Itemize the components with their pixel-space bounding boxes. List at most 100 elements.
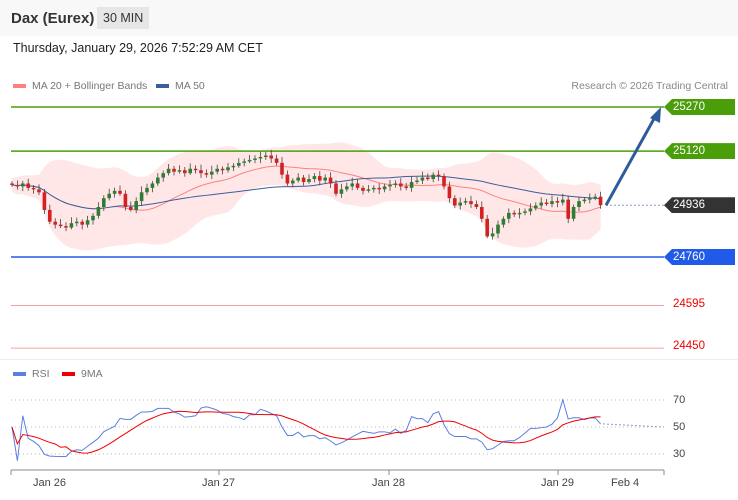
- candle: [296, 177, 300, 181]
- candle: [188, 168, 192, 174]
- candle: [258, 157, 263, 159]
- candle: [307, 179, 311, 182]
- candle: [58, 224, 63, 227]
- candle: [96, 207, 101, 216]
- candle: [588, 198, 592, 200]
- candle: [31, 187, 36, 190]
- candle: [145, 187, 149, 193]
- candle: [291, 180, 295, 184]
- legend-ma20: MA 20 + Bollinger Bands: [13, 80, 147, 92]
- candle: [226, 167, 230, 171]
- rsi-projection: [602, 423, 665, 428]
- candle: [339, 189, 344, 194]
- candle: [118, 190, 122, 194]
- candle: [393, 183, 398, 185]
- candle: [517, 212, 522, 215]
- candle: [75, 221, 79, 224]
- candle: [166, 168, 171, 174]
- legend-rsi-ma: 9MA: [62, 368, 103, 380]
- candle: [199, 170, 203, 174]
- candle: [134, 201, 138, 210]
- candle: [566, 199, 570, 219]
- candle: [193, 168, 198, 171]
- timeframe-button[interactable]: 30 MIN: [97, 7, 150, 29]
- candle: [237, 162, 241, 166]
- candle: [544, 202, 549, 205]
- candle: [85, 220, 90, 225]
- candle: [561, 199, 565, 203]
- candle: [598, 196, 603, 206]
- candle: [15, 184, 20, 187]
- rsi-swatch: [13, 372, 26, 376]
- candle: [512, 212, 516, 215]
- candle: [42, 192, 47, 210]
- target-level-label: 24450: [673, 340, 705, 353]
- candle: [377, 187, 381, 190]
- candle: [220, 168, 225, 171]
- candle: [582, 199, 587, 202]
- candle: [555, 201, 560, 203]
- ma50-swatch: [156, 84, 169, 88]
- candle: [523, 211, 527, 213]
- panel-divider: [0, 359, 738, 360]
- candle: [447, 186, 452, 199]
- candle: [80, 221, 84, 225]
- candle: [490, 233, 495, 237]
- rsi-ma-label: 9MA: [81, 368, 103, 380]
- candle: [501, 218, 506, 225]
- x-label: Feb 4: [611, 477, 640, 489]
- candle: [274, 158, 279, 163]
- candle: [496, 224, 500, 234]
- candle: [91, 215, 95, 221]
- candle: [409, 182, 414, 188]
- datetime: Thursday, January 29, 2026 7:52:29 AM CE…: [13, 41, 263, 55]
- x-label: Jan 29: [541, 477, 575, 489]
- candle: [577, 201, 581, 207]
- support-level-label: 24760: [664, 249, 735, 265]
- candle: [10, 183, 14, 185]
- candle: [345, 186, 349, 190]
- ma20-swatch: [13, 84, 26, 88]
- forecast-arrow: [604, 116, 657, 206]
- candle: [156, 177, 160, 184]
- resistance-level-label: 25270: [664, 99, 735, 115]
- candle: [312, 176, 317, 180]
- candle: [372, 187, 376, 190]
- rsi-level-70: 70: [673, 394, 686, 406]
- target-level-label: 24595: [673, 297, 705, 310]
- x-label: Jan 26: [33, 477, 67, 489]
- candle: [242, 161, 246, 163]
- candle: [593, 196, 597, 199]
- candle: [571, 207, 576, 219]
- candle: [453, 198, 457, 206]
- candle: [415, 180, 419, 182]
- candle: [53, 221, 57, 225]
- candle: [215, 168, 219, 172]
- candle: [161, 173, 165, 178]
- candle: [177, 170, 182, 172]
- candle: [318, 176, 322, 181]
- candle: [150, 183, 155, 188]
- candle: [69, 223, 74, 228]
- candle: [480, 207, 484, 219]
- candle: [26, 183, 30, 188]
- candle: [426, 177, 430, 180]
- candle: [323, 177, 327, 181]
- x-label: Jan 27: [202, 477, 236, 489]
- candle: [210, 171, 214, 175]
- forecast-arrowhead: [650, 107, 661, 123]
- legend-ma50: MA 50: [156, 80, 205, 92]
- ma50-label: MA 50: [175, 80, 205, 92]
- candle: [334, 183, 338, 194]
- candle: [507, 212, 511, 219]
- candle: [355, 183, 360, 188]
- candle: [382, 186, 387, 190]
- legend-rsi: RSI: [13, 368, 50, 380]
- candle: [285, 174, 290, 184]
- rsi-ma-swatch: [62, 372, 75, 376]
- resistance-level-label: 25120: [664, 143, 735, 160]
- candle: [361, 187, 365, 191]
- candle: [328, 177, 333, 184]
- candle: [247, 159, 252, 162]
